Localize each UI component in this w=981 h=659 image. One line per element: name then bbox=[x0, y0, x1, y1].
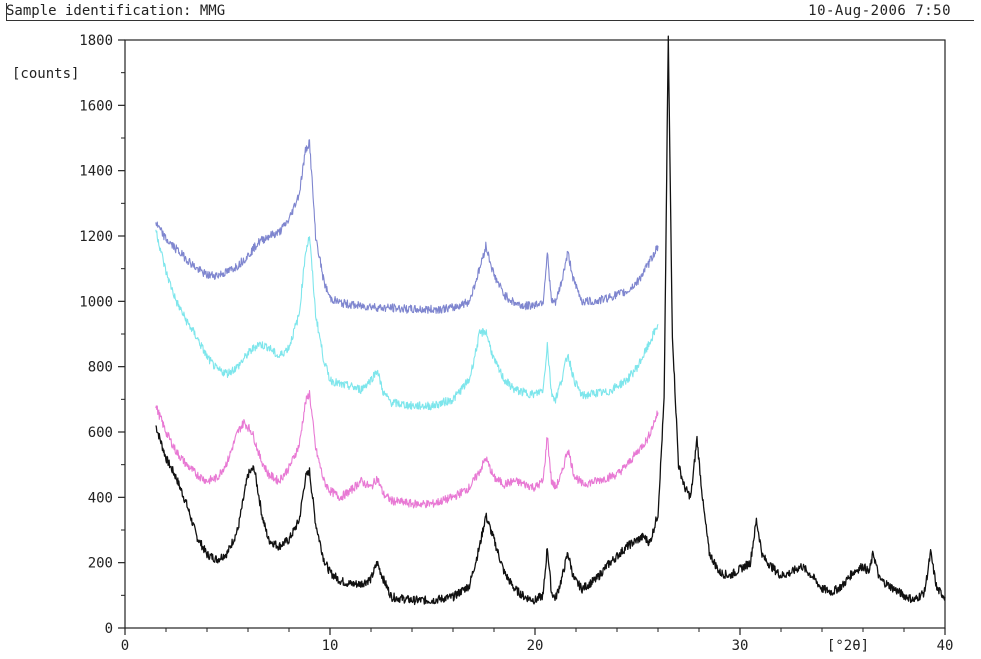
x-tick-label: 10 bbox=[322, 638, 339, 654]
y-tick-label: 200 bbox=[88, 556, 113, 572]
y-tick-label: 1200 bbox=[79, 229, 113, 245]
x-tick-label: 20 bbox=[527, 638, 544, 654]
y-tick-label: 600 bbox=[88, 425, 113, 441]
chart-axes: 0 200 400 600 800 1000 1200 1400 1600 1800 0 10 20 30… bbox=[79, 33, 953, 654]
y-tick-label: 400 bbox=[88, 490, 113, 506]
series-line-0 bbox=[155, 35, 946, 606]
header-left-tick bbox=[6, 3, 7, 20]
y-tick-label: 0 bbox=[105, 621, 113, 637]
y-tick-label: 1600 bbox=[79, 98, 113, 114]
series-line-3 bbox=[155, 139, 659, 314]
header-bar: Sample identification: MMG 10-Aug-2006 7… bbox=[0, 0, 981, 22]
x-tick-label: 0 bbox=[121, 638, 129, 654]
y-tick-label: 1000 bbox=[79, 294, 113, 310]
y-axis-label: [counts] bbox=[12, 66, 79, 82]
plot-frame bbox=[124, 39, 946, 629]
y-tick-label: 1800 bbox=[79, 33, 113, 49]
header-rule bbox=[6, 20, 974, 21]
series-line-2 bbox=[155, 229, 659, 411]
x-axis-label: [°2θ] bbox=[827, 638, 869, 654]
series-layer bbox=[155, 35, 946, 606]
sample-identification: Sample identification: MMG bbox=[6, 3, 226, 19]
report-datetime: 10-Aug-2006 7:50 bbox=[808, 3, 951, 19]
x-tick-label: 30 bbox=[732, 638, 749, 654]
y-tick-label: 800 bbox=[88, 360, 113, 376]
y-tick-label: 1400 bbox=[79, 164, 113, 180]
series-line-1 bbox=[155, 389, 659, 509]
x-tick-label: 40 bbox=[937, 638, 954, 654]
